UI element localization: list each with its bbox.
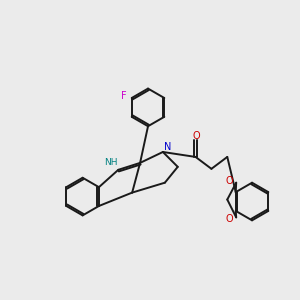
Text: F: F <box>121 91 127 101</box>
Text: O: O <box>225 214 233 224</box>
Text: NH: NH <box>105 158 118 167</box>
Text: O: O <box>193 131 200 141</box>
Text: O: O <box>225 176 233 186</box>
Text: N: N <box>164 142 172 152</box>
